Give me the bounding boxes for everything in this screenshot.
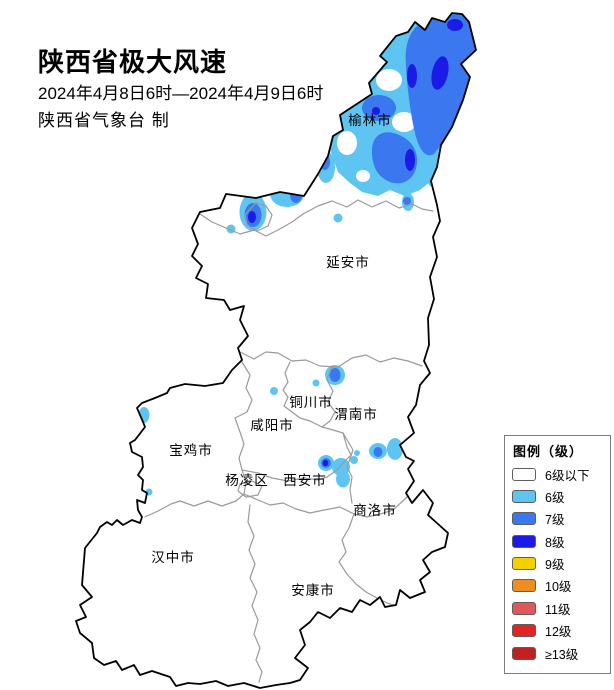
legend-swatch-13plus [512, 646, 536, 660]
wind-core [322, 459, 329, 467]
legend-label: 7级 [545, 513, 565, 528]
legend-item: ≥13级 [512, 646, 610, 662]
wind-patch [312, 379, 320, 387]
boundary-weinan-xian [342, 432, 354, 504]
city-boundaries [144, 199, 434, 683]
city-label-xian: 西安市 [283, 472, 327, 488]
wind-patch [350, 456, 358, 464]
legend: 图例（级） 6级以下 6级 7级 8级 9级 10级 11级 12级 ≥13级 [504, 435, 611, 674]
legend-label: 6级 [545, 490, 565, 505]
legend-item: 6级以下 [512, 467, 610, 483]
city-label-yangling: 杨凌区 [225, 473, 269, 488]
legend-title: 图例（级） [513, 444, 584, 459]
legend-label: 12级 [545, 625, 572, 640]
legend-swatch-7 [512, 512, 536, 526]
city-label-weinan: 渭南市 [334, 406, 378, 422]
wind-core [405, 149, 415, 171]
city-label-hanzhong: 汉中市 [151, 549, 195, 565]
wind-area-below6-holes [337, 69, 416, 182]
city-label-tongchuan: 铜川市 [289, 394, 333, 410]
legend-item: 12级 [512, 624, 610, 640]
legend-swatch-10 [512, 579, 536, 593]
legend-label: ≥13级 [545, 647, 579, 662]
page-title: 陕西省极大风速 [38, 47, 228, 77]
legend-item: 8级 [512, 534, 610, 550]
legend-swatch-11 [512, 601, 536, 615]
city-label-shangluo: 商洛市 [353, 502, 397, 518]
wind-patch [372, 132, 418, 184]
boundary-xian-south [243, 488, 415, 518]
boundary-hanzhong-ankang [247, 504, 263, 683]
calm-hole [337, 131, 357, 155]
city-label-yulin: 榆林市 [348, 112, 392, 128]
boundary-yulin-yanan [199, 199, 434, 237]
wind-core [447, 19, 463, 31]
boundary-baoji-hanzhong [144, 493, 245, 518]
legend-item: 6级 [512, 489, 610, 505]
legend-item: 10级 [512, 579, 610, 595]
credit-text: 陕西省气象台 制 [38, 111, 170, 130]
wind-patch [270, 387, 278, 395]
wind-patch [403, 197, 411, 205]
wind-patch [333, 213, 343, 223]
legend-label: 9级 [545, 558, 565, 573]
period-text: 2024年4月8日6时—2024年4月9日6时 [38, 84, 324, 103]
city-label-ankang: 安康市 [291, 582, 335, 598]
province-outline [75, 12, 477, 689]
legend-item: 9级 [512, 557, 610, 573]
boundary-tongchuan [282, 361, 336, 428]
legend-label: 11级 [545, 602, 571, 617]
legend-swatch-9 [512, 557, 536, 571]
wind-core [431, 56, 449, 90]
legend-label: 8级 [545, 535, 565, 550]
boundary-yangling [237, 480, 263, 498]
legend-swatch-6 [512, 489, 536, 503]
wind-patch [387, 438, 403, 460]
wind-area-level8-group [248, 19, 463, 467]
wind-patch [329, 368, 341, 382]
legend-item: 11级 [512, 601, 610, 617]
wind-patch [362, 95, 396, 121]
wind-patch [229, 168, 247, 194]
wind-patch [373, 447, 383, 457]
city-label-yanan: 延安市 [326, 254, 370, 270]
boundary-baoji-xianyang [234, 361, 253, 495]
wind-core [372, 107, 380, 115]
legend-item: 7级 [512, 512, 610, 528]
calm-hole [376, 69, 402, 91]
boundary-yanan-south [239, 351, 423, 368]
legend-label: 6级以下 [545, 468, 590, 483]
legend-swatch-8 [512, 534, 536, 548]
boundary-county-loop [244, 202, 273, 232]
city-label-baoji: 宝鸡市 [169, 442, 213, 458]
wind-core [407, 64, 417, 88]
wind-core [248, 211, 256, 223]
legend-swatch-below6 [512, 467, 536, 481]
boundary-xianyang-xian [241, 426, 352, 482]
legend-label: 10级 [545, 580, 572, 595]
calm-hole [356, 170, 370, 182]
legend-swatch-12 [512, 624, 536, 638]
city-label-xianyang: 咸阳市 [250, 417, 294, 433]
wind-patch [354, 450, 360, 456]
calm-hole [392, 112, 416, 132]
wind-patch [336, 470, 350, 488]
